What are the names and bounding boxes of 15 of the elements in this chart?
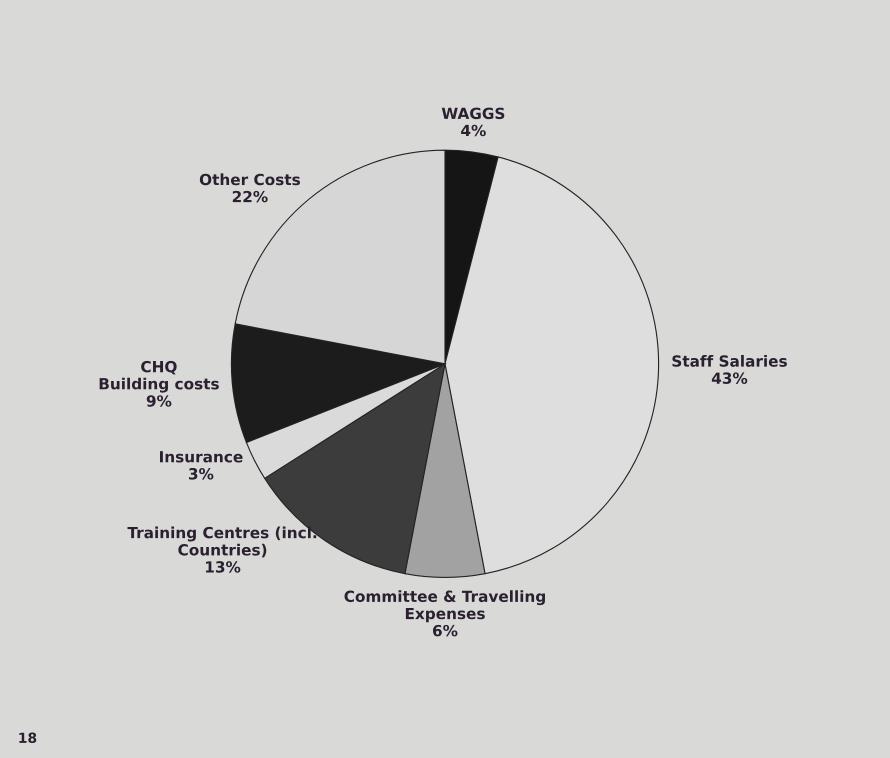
slice-label: Other Costs bbox=[200, 173, 300, 186]
slice-label: CHQ Building costs bbox=[100, 360, 219, 393]
data-label: 3% bbox=[188, 468, 214, 480]
data-label: 13% bbox=[206, 561, 240, 573]
text: 18 bbox=[19, 732, 36, 744]
slice-label: Staff Salaries bbox=[672, 355, 787, 367]
slice-label: Training Centres (incl. Countries) bbox=[127, 526, 316, 558]
data-label: 9% bbox=[146, 395, 172, 407]
slice-label: Insurance bbox=[160, 451, 243, 463]
data-label: 4% bbox=[461, 124, 486, 136]
slice-label: WAGGS bbox=[442, 108, 504, 120]
data-label: 43% bbox=[712, 372, 748, 384]
data-label: 6% bbox=[432, 624, 458, 636]
data-label: 22% bbox=[232, 190, 268, 202]
slice-label: Committee & Travelling Expenses bbox=[344, 590, 545, 622]
